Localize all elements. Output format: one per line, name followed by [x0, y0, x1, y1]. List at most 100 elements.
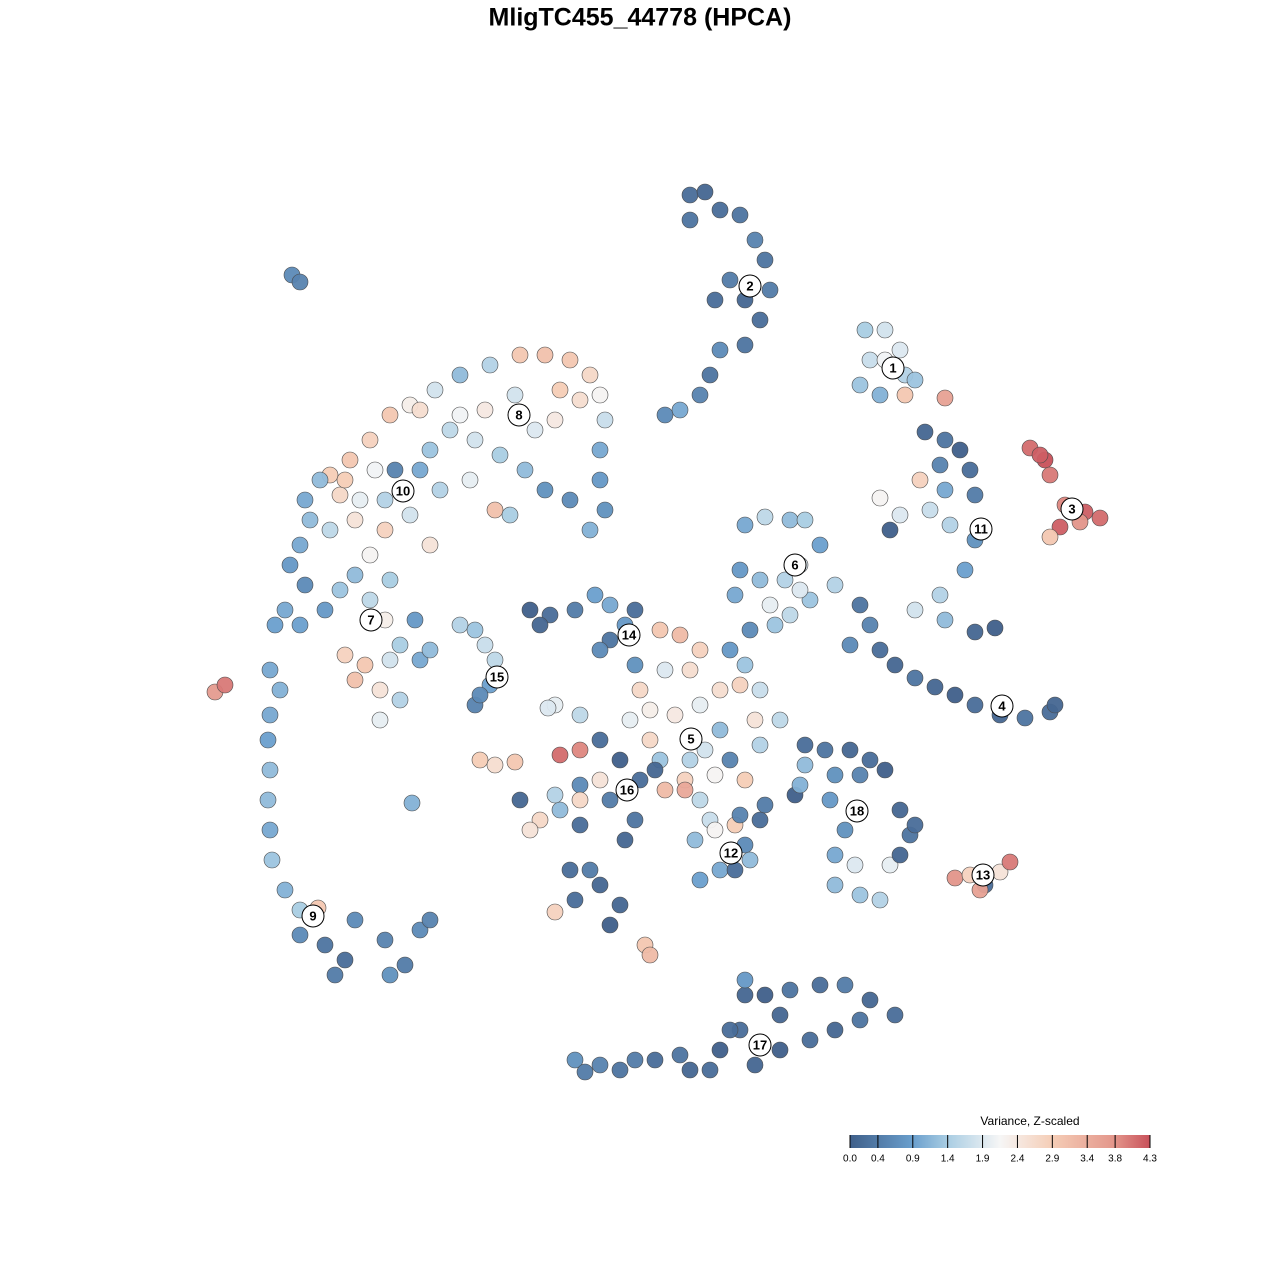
colorbar-gradient — [850, 1135, 1150, 1148]
point — [421, 536, 439, 554]
point — [566, 891, 584, 909]
point — [541, 606, 559, 624]
point — [486, 756, 504, 774]
point — [561, 861, 579, 879]
point — [291, 926, 309, 944]
point — [651, 621, 669, 639]
colorbar-tick-label: 0.0 — [843, 1154, 857, 1165]
cluster-label-badge — [971, 863, 995, 887]
point — [741, 851, 759, 869]
point — [736, 971, 754, 989]
point — [931, 586, 949, 604]
point — [826, 766, 844, 784]
point — [726, 586, 744, 604]
point — [751, 736, 769, 754]
point — [861, 351, 879, 369]
point — [531, 811, 549, 829]
cluster-label-badge — [748, 1033, 772, 1057]
point — [411, 651, 429, 669]
point — [906, 669, 924, 687]
cluster-label-badge — [679, 727, 703, 751]
point — [711, 341, 729, 359]
point — [931, 456, 949, 474]
point — [966, 623, 984, 641]
point — [421, 911, 439, 929]
point — [841, 741, 859, 759]
point — [571, 706, 589, 724]
point — [736, 336, 754, 354]
point — [936, 481, 954, 499]
cluster-label: 9 — [309, 908, 316, 923]
point — [476, 636, 494, 654]
point — [796, 511, 814, 529]
point — [476, 401, 494, 419]
point — [336, 646, 354, 664]
point — [936, 611, 954, 629]
point — [751, 811, 769, 829]
point — [596, 411, 614, 429]
colorbar-tick-label: 2.4 — [1010, 1154, 1024, 1165]
point — [946, 869, 964, 887]
point — [851, 596, 869, 614]
point — [936, 431, 954, 449]
point — [751, 311, 769, 329]
point — [631, 681, 649, 699]
point — [801, 1031, 819, 1049]
point — [986, 619, 1004, 637]
point — [761, 281, 779, 299]
point — [511, 791, 529, 809]
point — [851, 376, 869, 394]
point — [591, 876, 609, 894]
point — [311, 471, 329, 489]
point — [296, 491, 314, 509]
cluster-label: 11 — [974, 521, 988, 536]
point — [361, 546, 379, 564]
point — [611, 896, 629, 914]
point — [259, 791, 277, 809]
point — [756, 508, 774, 526]
point — [263, 851, 281, 869]
point — [616, 831, 634, 849]
point — [426, 381, 444, 399]
point — [591, 386, 609, 404]
point — [801, 591, 819, 609]
point — [481, 356, 499, 374]
cluster-label: 3 — [1068, 501, 1075, 516]
point — [736, 656, 754, 674]
point — [846, 856, 864, 874]
point — [711, 1041, 729, 1059]
point — [596, 501, 614, 519]
point — [581, 366, 599, 384]
point — [261, 821, 279, 839]
colorbar-tick-label: 1.4 — [941, 1154, 955, 1165]
point — [571, 391, 589, 409]
point — [403, 794, 421, 812]
point — [876, 761, 894, 779]
point — [461, 471, 479, 489]
point — [486, 501, 504, 519]
point — [646, 761, 664, 779]
point — [591, 471, 609, 489]
point — [881, 521, 899, 539]
point — [956, 561, 974, 579]
point — [946, 686, 964, 704]
point — [876, 321, 894, 339]
point — [681, 751, 699, 769]
point — [921, 501, 939, 519]
point — [781, 981, 799, 999]
point — [641, 731, 659, 749]
cluster-label: 7 — [367, 612, 374, 627]
cluster-label: 16 — [620, 782, 634, 797]
point — [551, 801, 569, 819]
cluster-label: 13 — [976, 867, 990, 882]
point — [691, 791, 709, 809]
point — [691, 696, 709, 714]
point — [486, 651, 504, 669]
point — [621, 711, 639, 729]
point — [731, 676, 749, 694]
point — [701, 366, 719, 384]
point — [726, 861, 744, 879]
point — [259, 731, 277, 749]
point — [316, 936, 334, 954]
